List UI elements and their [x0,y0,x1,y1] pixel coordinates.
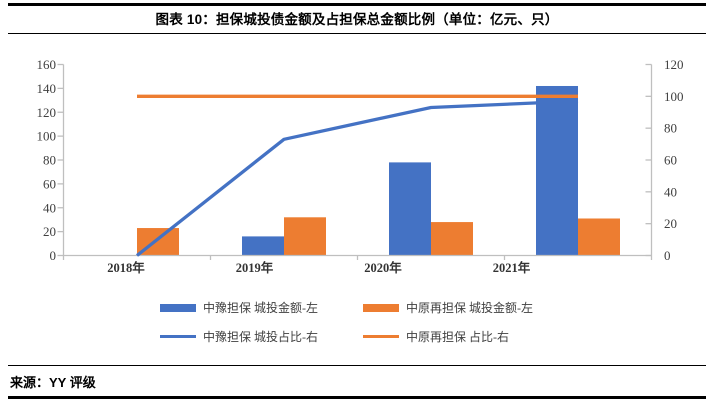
x-axis-category-label: 2020年 [364,260,402,275]
legend-label: 中豫担保 城投占比-右 [203,330,318,344]
left-axis-tick-label: 0 [50,248,57,263]
bar-series-0-cat-2 [389,162,431,256]
left-axis-tick-label: 20 [43,224,56,239]
right-axis-tick-label: 60 [664,153,677,168]
bar-series-1-cat-1 [284,217,326,256]
legend-item: 中原再担保 占比-右 [363,328,533,345]
right-axis-tick-label: 120 [664,57,684,72]
left-axis-tick-label: 80 [43,153,56,168]
bar-series-0-cat-3 [536,85,578,256]
left-axis-tick-label: 100 [37,129,57,144]
right-axis-tick-label: 80 [664,121,677,136]
figure-title: 图表 10：担保城投债金额及占担保总金额比例（单位：亿元、只） [155,12,559,27]
right-axis-tick-label: 40 [664,184,677,199]
title-divider-rule [8,33,706,35]
legend-bar-swatch-icon [160,303,196,312]
legend-item: 中豫担保 城投金额-左 [160,299,363,316]
line-series-0 [135,99,579,257]
legend-line-swatch-icon [160,334,196,339]
left-axis-tick-label: 120 [37,105,57,120]
x-axis-category-label: 2021年 [493,260,531,275]
legend-bar-swatch-icon [363,303,399,312]
top-border-rule [8,3,706,6]
legend-item: 中豫担保 城投占比-右 [160,328,363,345]
left-axis-tick-label: 140 [37,81,57,96]
right-axis-tick-label: 20 [664,216,677,231]
legend-label: 中原再担保 占比-右 [406,330,509,344]
bar-series-1-cat-2 [431,222,473,256]
legend-item: 中原再担保 城投金额-左 [363,299,533,316]
x-axis-category-label: 2018年 [107,260,145,275]
left-axis-tick-label: 40 [43,200,56,215]
bar-series-0-cat-1 [242,236,284,256]
left-axis-tick-label: 160 [37,57,57,72]
legend-label: 中原再担保 城投金额-左 [406,301,533,315]
source-divider-rule [8,365,706,367]
left-axis-tick-label: 60 [43,176,56,191]
right-axis-tick-label: 0 [664,248,671,263]
combo-chart: 0 20 40 60 80 100 120 140 160 0 20 40 60 80 100 120 2018… [37,57,684,275]
chart-legend: 中豫担保 城投金额-左 中原再担保 城投金额-左中豫担保 城投占比-右 中原再担保 … [160,299,533,345]
legend-label: 中豫担保 城投金额-左 [203,301,318,315]
right-axis-tick-label: 100 [664,89,684,104]
x-axis-category-label: 2019年 [236,260,274,275]
bottom-border-rule [8,396,706,399]
legend-line-swatch-icon [363,334,399,339]
source-note: 来源：YY 评级 [10,375,96,390]
bar-series-1-cat-3 [578,218,620,256]
